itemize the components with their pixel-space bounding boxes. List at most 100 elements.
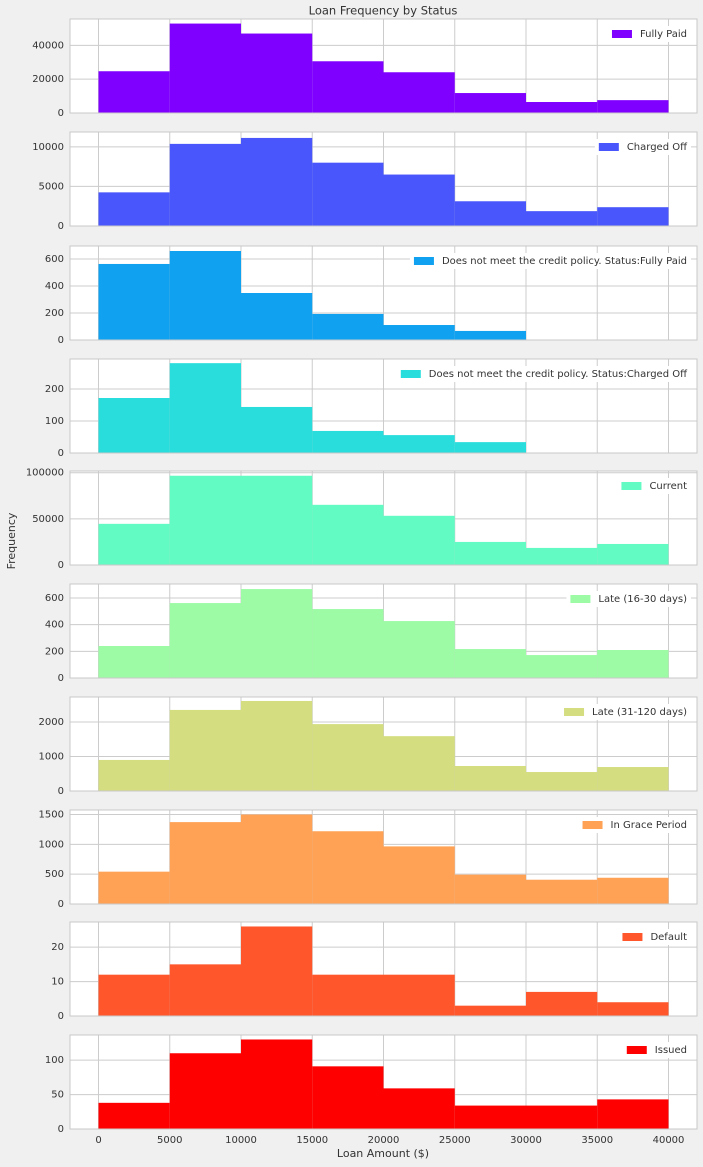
bar [597, 1002, 669, 1016]
bar [597, 1099, 669, 1129]
bar [454, 541, 526, 565]
bar [169, 822, 241, 904]
y-tick-label: 100000 [26, 468, 64, 479]
legend-swatch [400, 370, 421, 378]
legend-label: Does not meet the credit policy. Status:… [442, 256, 687, 267]
y-tick-label: 0 [58, 221, 64, 232]
y-tick-label: 0 [58, 560, 64, 571]
bar [98, 192, 170, 226]
y-tick-label: 0 [58, 1124, 64, 1135]
legend-swatch [626, 1046, 647, 1054]
y-axis-label: Frequency [5, 512, 18, 569]
bar [526, 772, 598, 791]
y-tick-label: 10000 [32, 142, 64, 153]
bar [98, 398, 170, 453]
bar [312, 831, 384, 904]
plot-border [69, 583, 698, 679]
bar [169, 709, 241, 791]
y-tick-label: 50000 [32, 514, 64, 525]
bar [383, 325, 455, 340]
bar [454, 874, 526, 904]
bar [526, 102, 598, 113]
bar [526, 655, 598, 678]
legend-label: Late (16-30 days) [598, 594, 687, 605]
bar [312, 313, 384, 340]
y-tick-label: 1500 [39, 810, 64, 821]
legend-label: In Grace Period [611, 820, 687, 831]
legend-box [578, 817, 691, 833]
x-tick-label: 0 [95, 1135, 101, 1146]
plot-border [69, 696, 698, 792]
plot-border [69, 809, 698, 905]
plot-border [69, 131, 698, 227]
bar [98, 1102, 170, 1129]
x-axis-label: Loan Amount ($) [337, 1147, 429, 1160]
bar [98, 523, 170, 565]
bar [312, 61, 384, 113]
bar [169, 964, 241, 1016]
y-tick-label: 2000 [39, 717, 64, 728]
plot-border [69, 470, 698, 566]
bar [98, 263, 170, 340]
bar [169, 475, 241, 565]
plot-border [69, 921, 698, 1017]
bar [454, 765, 526, 791]
bar [597, 650, 669, 678]
y-tick-label: 600 [45, 254, 64, 265]
bar [312, 724, 384, 791]
y-tick-label: 20 [51, 942, 64, 953]
bar [241, 814, 313, 904]
bar [383, 846, 455, 904]
x-tick-label: 35000 [581, 1135, 613, 1146]
y-tick-label: 20000 [32, 74, 64, 85]
bar [312, 609, 384, 678]
bar [526, 211, 598, 226]
bar [454, 93, 526, 113]
y-tick-label: 200 [45, 646, 64, 657]
x-tick-label: 5000 [157, 1135, 182, 1146]
bar [383, 174, 455, 226]
legend-label: Does not meet the credit policy. Status:… [429, 369, 688, 380]
bar [98, 646, 170, 678]
bar [454, 442, 526, 453]
bar [169, 363, 241, 453]
y-tick-label: 0 [58, 448, 64, 459]
chart-title: Loan Frequency by Status [309, 4, 458, 18]
y-tick-label: 50 [51, 1090, 64, 1101]
bar [241, 926, 313, 1016]
y-tick-label: 1000 [39, 752, 64, 763]
legend-swatch [413, 257, 434, 265]
bar [597, 767, 669, 791]
legend-box [560, 704, 691, 720]
legend-swatch [564, 708, 585, 716]
y-tick-label: 400 [45, 281, 64, 292]
bar [454, 1005, 526, 1016]
y-tick-label: 500 [45, 869, 64, 880]
bar [312, 162, 384, 226]
y-tick-label: 100 [45, 416, 64, 427]
y-tick-label: 600 [45, 593, 64, 604]
plot-border [69, 1034, 698, 1130]
bar [526, 547, 598, 565]
bar [241, 589, 313, 678]
bar [98, 974, 170, 1016]
bar [383, 1088, 455, 1129]
bar [526, 1105, 598, 1129]
legend-label: Late (31-120 days) [592, 707, 687, 718]
legend-label: Fully Paid [640, 29, 687, 40]
legend-box [409, 253, 691, 269]
y-tick-label: 0 [58, 899, 64, 910]
y-tick-label: 200 [45, 384, 64, 395]
bar [383, 974, 455, 1016]
bar [383, 72, 455, 113]
bar [312, 504, 384, 565]
legend-label: Issued [655, 1045, 687, 1056]
legend-label: Default [650, 932, 687, 943]
y-tick-label: 40000 [32, 40, 64, 51]
plot-border [69, 358, 698, 454]
x-tick-label: 30000 [510, 1135, 542, 1146]
bar [241, 137, 313, 226]
legend-swatch [582, 821, 603, 829]
